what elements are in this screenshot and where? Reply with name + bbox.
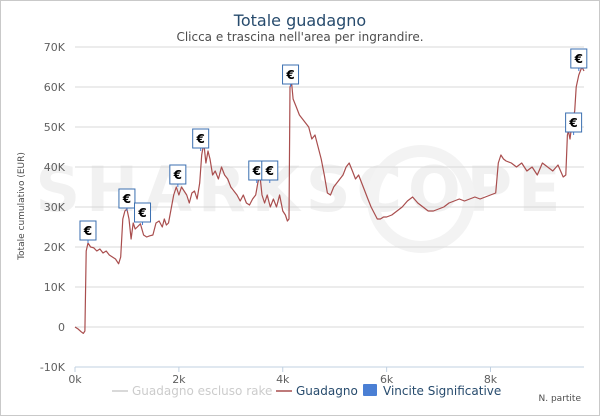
x-axis-title: N. partite xyxy=(539,394,582,404)
legend-item[interactable]: Vincite Significative xyxy=(363,384,501,398)
y-axis: -10K 0 10K 20K 30K 40K 50K 60K 70K xyxy=(40,41,66,374)
y-tick-label: 0 xyxy=(58,321,65,334)
win-flag[interactable]: € xyxy=(282,64,300,87)
significant-wins-flags[interactable]: € € € € € € € € € € xyxy=(79,48,588,243)
y-tick-label: 60K xyxy=(44,81,66,94)
grid-lines xyxy=(75,46,584,368)
y-tick-label: 20K xyxy=(44,241,66,254)
y-tick-label: 70K xyxy=(44,41,66,54)
legend-box-symbol xyxy=(363,384,377,396)
y-tick-label: 40K xyxy=(44,161,66,174)
win-flag-box[interactable] xyxy=(192,128,210,149)
win-flag[interactable]: € xyxy=(118,188,136,211)
legend-label: Vincite Significative xyxy=(383,384,501,398)
y-tick-label: 30K xyxy=(44,201,66,214)
x-tick-label: 0k xyxy=(68,373,82,386)
legend-item[interactable]: Guadagno escluso rake xyxy=(112,384,272,398)
win-flag-symbol: € xyxy=(252,164,261,178)
win-flag-symbol: € xyxy=(122,192,131,206)
win-flag-box[interactable] xyxy=(79,220,97,241)
win-flag[interactable]: € xyxy=(169,164,187,187)
win-flag[interactable]: € xyxy=(134,202,152,225)
chart-subtitle: Clicca e trascina nell'area per ingrandi… xyxy=(176,30,423,44)
y-tick-label: -10K xyxy=(40,361,66,374)
legend[interactable]: Guadagno escluso rake Guadagno Vincite Sig… xyxy=(112,384,501,398)
win-flag-box[interactable] xyxy=(282,64,300,85)
win-flag-box[interactable] xyxy=(134,202,152,223)
x-axis: 0k 2k 4k 6k 8k xyxy=(68,366,584,386)
x-tick-label: 6k xyxy=(380,373,394,386)
legend-label: Guadagno xyxy=(296,384,358,398)
win-flag[interactable]: € xyxy=(261,160,279,183)
x-tick-label: 4k xyxy=(276,373,290,386)
win-flag[interactable]: € xyxy=(570,48,588,71)
series-line-guadagno[interactable] xyxy=(74,66,585,334)
win-flag-box[interactable] xyxy=(261,160,279,181)
win-flag-symbol: € xyxy=(83,224,92,238)
win-flag-symbol: € xyxy=(285,68,294,82)
chart-title: Totale guadagno xyxy=(233,11,366,30)
win-flag-box[interactable] xyxy=(169,164,187,185)
y-axis-title: Totale cumulativo (EUR) xyxy=(17,152,27,261)
win-flag[interactable]: € xyxy=(565,112,583,135)
win-flag-box[interactable] xyxy=(118,188,136,209)
win-flag-symbol: € xyxy=(137,206,146,220)
win-flag-symbol: € xyxy=(574,52,583,66)
win-flag-symbol: € xyxy=(173,168,182,182)
legend-item[interactable]: Guadagno xyxy=(276,384,358,398)
x-tick-label: 2k xyxy=(172,373,186,386)
legend-label: Guadagno escluso rake xyxy=(132,384,272,398)
win-flag[interactable]: € xyxy=(79,220,97,243)
y-tick-label: 10K xyxy=(44,281,66,294)
win-flag-box[interactable] xyxy=(565,112,583,133)
y-tick-label: 50K xyxy=(44,121,66,134)
win-flag-symbol: € xyxy=(196,132,205,146)
plot-area[interactable] xyxy=(74,66,585,334)
watermark-text: SHARKSCOPE xyxy=(36,153,567,226)
win-flag[interactable]: € xyxy=(192,128,210,151)
win-flag-symbol: € xyxy=(265,164,274,178)
x-tick-label: 8k xyxy=(484,373,498,386)
win-flag-box[interactable] xyxy=(570,48,588,69)
win-flag-symbol: € xyxy=(568,116,577,130)
